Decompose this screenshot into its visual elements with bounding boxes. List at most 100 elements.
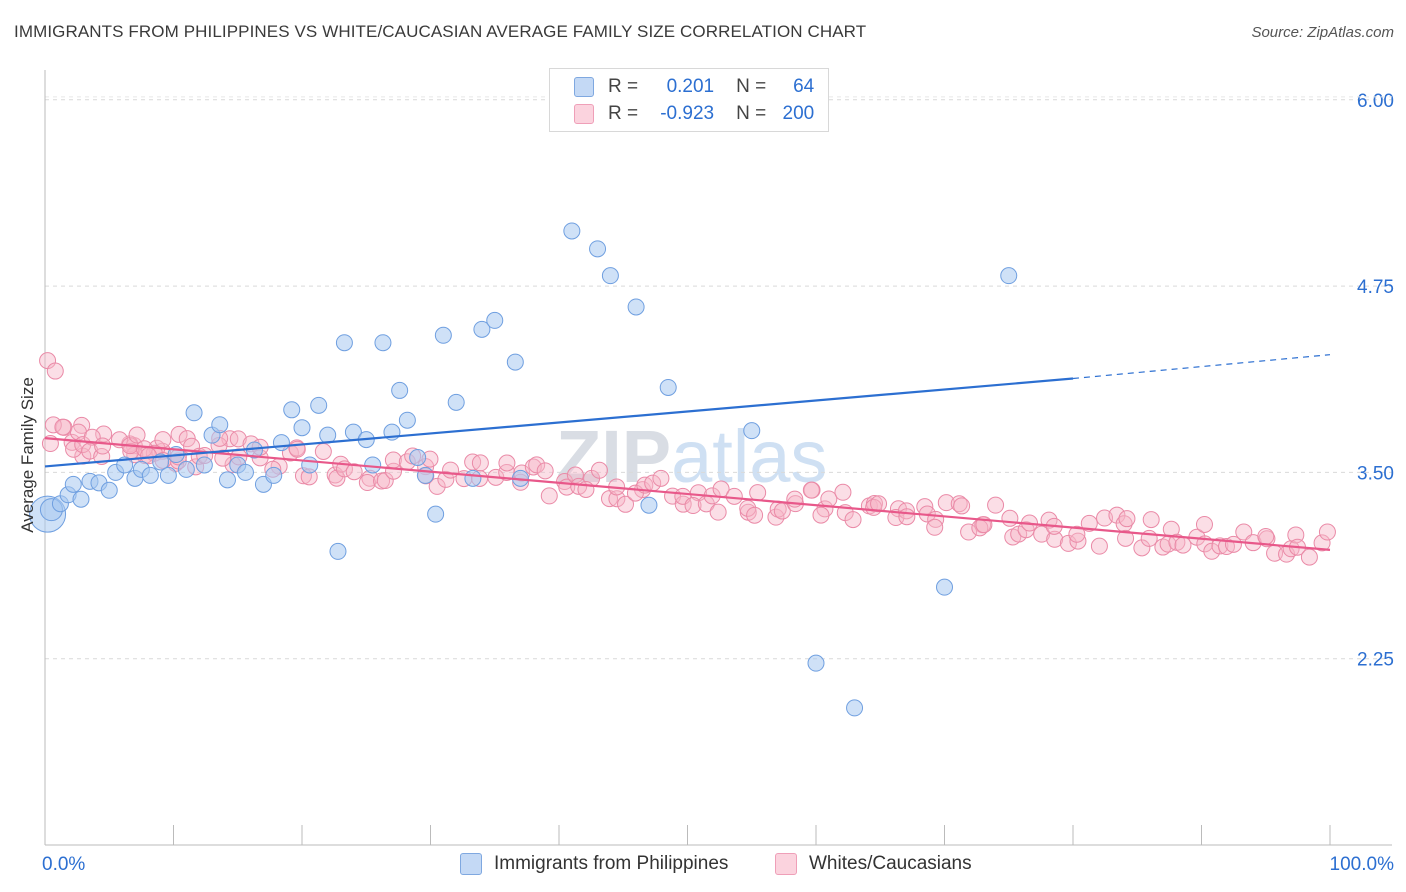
point-philippines — [563, 222, 581, 240]
point-whites — [154, 431, 172, 449]
bottom-legend-swatch-whites — [775, 853, 797, 875]
bottom-legend-swatch-philippines — [460, 853, 482, 875]
point-whites — [345, 463, 363, 481]
point-whites — [1318, 523, 1336, 541]
point-whites — [652, 469, 670, 487]
point-whites — [1108, 506, 1126, 524]
point-philippines — [211, 416, 229, 434]
point-philippines — [409, 449, 427, 466]
point-whites — [1118, 510, 1136, 528]
point-whites — [498, 454, 516, 472]
point-whites — [950, 495, 968, 513]
point-philippines — [272, 434, 290, 452]
point-philippines — [589, 240, 607, 258]
bottom-legend-label-whites: Whites/Caucasians — [809, 853, 972, 874]
point-whites — [709, 503, 727, 521]
legend-swatch-philippines — [574, 77, 594, 97]
point-philippines — [236, 463, 254, 481]
point-whites — [960, 523, 978, 541]
bottom-legend-whites: Whites/Caucasians — [775, 851, 972, 877]
x-tick-label: 100.0% — [1330, 854, 1395, 875]
legend-row-whites: R = -0.923 N = 200 — [574, 102, 814, 126]
point-whites — [46, 362, 64, 380]
point-whites — [229, 430, 247, 448]
y-tick-label: 6.00 — [1357, 91, 1394, 112]
point-philippines — [743, 422, 761, 440]
point-whites — [1117, 529, 1135, 547]
trend-line-philippines-extension — [1072, 354, 1331, 380]
point-whites — [528, 456, 546, 474]
point-whites — [746, 506, 764, 524]
point-whites — [749, 484, 767, 502]
point-philippines — [807, 654, 825, 672]
point-whites — [314, 442, 332, 460]
point-whites — [1235, 523, 1253, 541]
point-whites — [802, 481, 820, 499]
point-whites — [358, 474, 376, 492]
point-whites — [566, 466, 584, 484]
chart-title: IMMIGRANTS FROM PHILIPPINES VS WHITE/CAU… — [14, 22, 867, 41]
point-whites — [1142, 511, 1160, 529]
point-whites — [536, 462, 554, 480]
legend-n-value: 200 — [782, 103, 815, 124]
point-whites — [834, 483, 852, 501]
point-philippines — [141, 466, 159, 484]
point-whites — [897, 502, 915, 520]
point-whites — [1080, 514, 1098, 532]
point-whites — [63, 433, 81, 451]
point-whites — [953, 497, 971, 515]
legend-n-key: N = — [736, 76, 767, 97]
point-whites — [608, 490, 626, 508]
point-whites — [898, 508, 916, 526]
legend-r-key: R = — [608, 103, 639, 124]
point-whites — [437, 470, 455, 488]
point-philippines — [64, 475, 82, 493]
x-tick-label: 0.0% — [42, 854, 85, 875]
point-philippines — [447, 393, 465, 411]
point-philippines — [265, 466, 283, 484]
point-philippines — [364, 456, 382, 474]
point-whites — [1090, 537, 1108, 555]
point-whites — [1313, 534, 1331, 552]
point-whites — [1069, 532, 1087, 550]
point-philippines — [464, 469, 482, 487]
point-philippines — [473, 320, 491, 338]
point-whites — [540, 487, 558, 505]
point-philippines — [374, 334, 392, 352]
point-philippines — [936, 578, 953, 596]
point-philippines — [283, 401, 301, 419]
point-philippines — [434, 326, 452, 344]
source-label: Source: ZipAtlas.com — [1251, 24, 1394, 41]
point-philippines — [627, 298, 645, 316]
point-whites — [54, 418, 72, 436]
point-philippines — [177, 460, 195, 478]
trend-line-philippines — [44, 377, 1074, 468]
point-whites — [1282, 540, 1300, 558]
point-philippines — [486, 311, 504, 329]
point-whites — [1046, 530, 1064, 548]
legend-swatch-whites — [574, 104, 594, 124]
point-whites — [95, 425, 113, 443]
point-philippines — [640, 496, 658, 514]
bottom-legend-label-philippines: Immigrants from Philippines — [494, 853, 729, 874]
point-whites — [812, 506, 830, 524]
point-whites — [128, 426, 146, 444]
point-whites — [1174, 536, 1192, 554]
point-whites — [94, 437, 112, 455]
point-whites — [725, 487, 743, 505]
point-whites — [590, 461, 608, 479]
point-whites — [1287, 526, 1305, 544]
point-philippines — [506, 353, 524, 371]
y-axis-label: Average Family Size — [18, 377, 37, 533]
point-philippines — [72, 490, 90, 508]
legend-r-value: -0.923 — [660, 103, 715, 124]
point-philippines — [659, 378, 677, 396]
point-whites — [384, 451, 402, 469]
point-whites — [170, 425, 188, 443]
point-whites — [820, 490, 838, 508]
point-philippines — [601, 267, 619, 285]
point-philippines — [846, 699, 864, 717]
point-whites — [1300, 548, 1318, 566]
y-tick-label: 2.25 — [1357, 650, 1394, 671]
